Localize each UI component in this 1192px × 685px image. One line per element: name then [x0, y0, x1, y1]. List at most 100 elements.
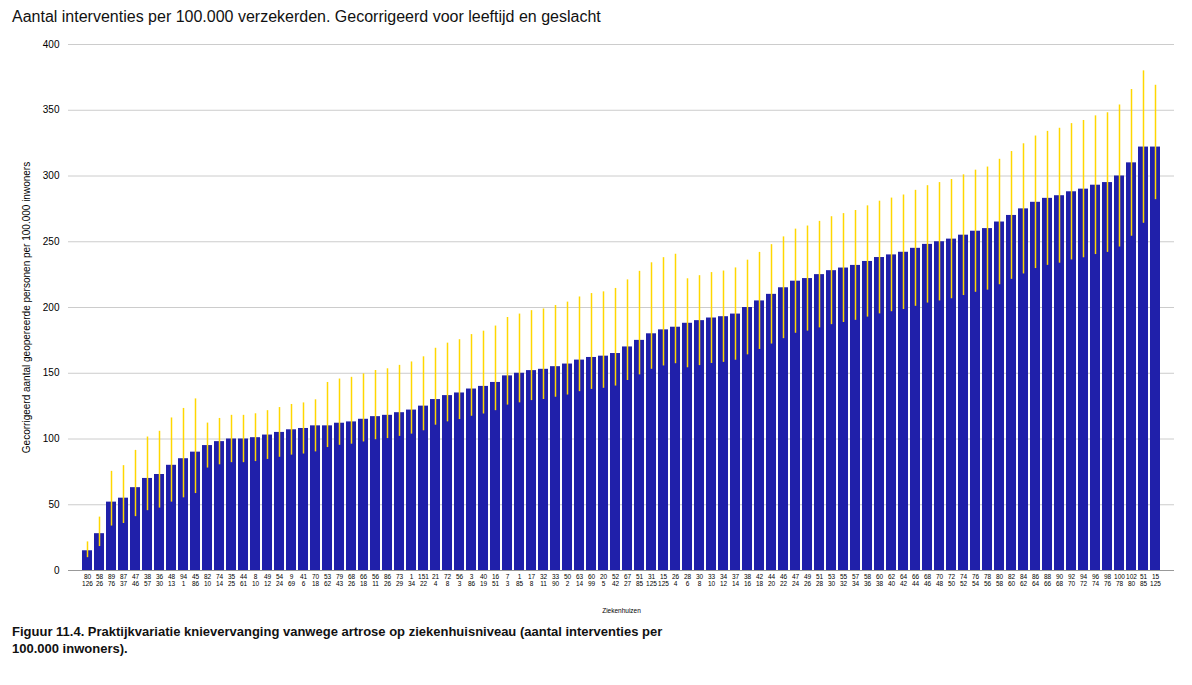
svg-text:9270: 9270: [1068, 573, 1076, 587]
svg-text:50: 50: [48, 499, 60, 510]
svg-text:4724: 4724: [792, 573, 800, 587]
svg-text:8976: 8976: [108, 573, 116, 587]
svg-text:5330: 5330: [828, 573, 836, 587]
svg-text:502: 502: [564, 573, 572, 587]
svg-text:8462: 8462: [1020, 573, 1028, 587]
svg-text:969: 969: [288, 573, 296, 587]
svg-text:3630: 3630: [156, 573, 164, 587]
svg-text:286: 286: [684, 573, 692, 587]
svg-text:5734: 5734: [852, 573, 860, 587]
svg-text:4912: 4912: [264, 573, 272, 587]
svg-text:4420: 4420: [768, 573, 776, 587]
svg-text:7048: 7048: [936, 573, 944, 587]
svg-text:728: 728: [444, 573, 452, 587]
svg-text:264: 264: [672, 573, 680, 587]
svg-text:205: 205: [600, 573, 608, 587]
svg-text:250: 250: [43, 236, 60, 247]
svg-text:7943: 7943: [336, 573, 344, 587]
svg-text:563: 563: [456, 573, 464, 587]
svg-text:5242: 5242: [612, 573, 620, 587]
svg-text:8737: 8737: [120, 573, 128, 587]
svg-text:9472: 9472: [1080, 573, 1088, 587]
svg-text:6618: 6618: [360, 573, 368, 587]
svg-text:7452: 7452: [960, 573, 968, 587]
svg-text:308: 308: [696, 573, 704, 587]
svg-text:100: 100: [43, 433, 60, 444]
svg-text:300: 300: [43, 170, 60, 181]
svg-text:Ziekenhuizen: Ziekenhuizen: [602, 607, 641, 614]
svg-text:9068: 9068: [1056, 573, 1064, 587]
svg-text:4813: 4813: [168, 573, 176, 587]
svg-text:386: 386: [468, 573, 476, 587]
svg-text:4746: 4746: [132, 573, 140, 587]
svg-text:6240: 6240: [888, 573, 896, 587]
svg-text:810: 810: [252, 573, 260, 587]
svg-text:214: 214: [432, 573, 440, 587]
svg-text:73: 73: [506, 573, 510, 587]
svg-text:5185: 5185: [636, 573, 644, 587]
svg-text:5424: 5424: [276, 573, 284, 587]
svg-text:6314: 6314: [576, 573, 584, 587]
svg-text:15122: 15122: [418, 573, 429, 587]
svg-text:0: 0: [54, 565, 60, 576]
svg-text:3310: 3310: [708, 573, 716, 587]
svg-text:150: 150: [43, 367, 60, 378]
svg-text:3525: 3525: [228, 573, 236, 587]
svg-text:15125: 15125: [658, 573, 669, 587]
svg-text:416: 416: [300, 573, 308, 587]
svg-text:6442: 6442: [900, 573, 908, 587]
svg-text:3390: 3390: [552, 573, 560, 587]
svg-text:185: 185: [516, 573, 524, 587]
svg-text:6826: 6826: [348, 573, 356, 587]
svg-text:3857: 3857: [144, 573, 152, 587]
svg-text:4586: 4586: [192, 573, 200, 587]
svg-text:8866: 8866: [1044, 573, 1052, 587]
svg-text:5826: 5826: [96, 573, 104, 587]
svg-text:4926: 4926: [804, 573, 812, 587]
svg-text:9674: 9674: [1092, 573, 1100, 587]
svg-text:200: 200: [43, 302, 60, 313]
svg-text:9876: 9876: [1104, 573, 1112, 587]
svg-text:6099: 6099: [588, 573, 596, 587]
svg-text:4622: 4622: [780, 573, 788, 587]
svg-text:3412: 3412: [720, 573, 728, 587]
svg-text:941: 941: [180, 573, 188, 587]
svg-text:8626: 8626: [384, 573, 392, 587]
svg-text:6038: 6038: [876, 573, 884, 587]
svg-text:7654: 7654: [972, 573, 980, 587]
svg-text:80126: 80126: [82, 573, 93, 587]
svg-text:400: 400: [43, 39, 60, 50]
svg-text:7018: 7018: [312, 573, 320, 587]
svg-text:15125: 15125: [1150, 573, 1161, 587]
svg-text:5611: 5611: [372, 573, 380, 587]
svg-text:8058: 8058: [996, 573, 1004, 587]
svg-text:6846: 6846: [924, 573, 932, 587]
svg-text:5836: 5836: [864, 573, 872, 587]
svg-text:1651: 1651: [492, 573, 500, 587]
svg-text:3211: 3211: [540, 573, 548, 587]
svg-text:8664: 8664: [1032, 573, 1040, 587]
svg-text:4461: 4461: [240, 573, 248, 587]
svg-text:3714: 3714: [732, 573, 740, 587]
svg-text:10280: 10280: [1126, 573, 1137, 587]
svg-text:7414: 7414: [216, 573, 224, 587]
svg-text:6644: 6644: [912, 573, 920, 587]
svg-text:4019: 4019: [480, 573, 488, 587]
svg-text:3816: 3816: [744, 573, 752, 587]
svg-text:5128: 5128: [816, 573, 824, 587]
svg-text:6727: 6727: [624, 573, 632, 587]
svg-text:7329: 7329: [396, 573, 404, 587]
svg-text:134: 134: [408, 573, 416, 587]
svg-text:8260: 8260: [1008, 573, 1016, 587]
svg-text:5362: 5362: [324, 573, 332, 587]
svg-text:178: 178: [528, 573, 536, 587]
svg-text:8210: 8210: [204, 573, 212, 587]
svg-text:4218: 4218: [756, 573, 764, 587]
svg-text:10078: 10078: [1114, 573, 1125, 587]
svg-text:5185: 5185: [1140, 573, 1148, 587]
svg-text:7856: 7856: [984, 573, 992, 587]
svg-text:Gecorrigeerd aantal geopereerd: Gecorrigeerd aantal geopereerde personen…: [21, 162, 32, 453]
svg-text:350: 350: [43, 104, 60, 115]
svg-text:31125: 31125: [646, 573, 657, 587]
svg-text:7250: 7250: [948, 573, 956, 587]
